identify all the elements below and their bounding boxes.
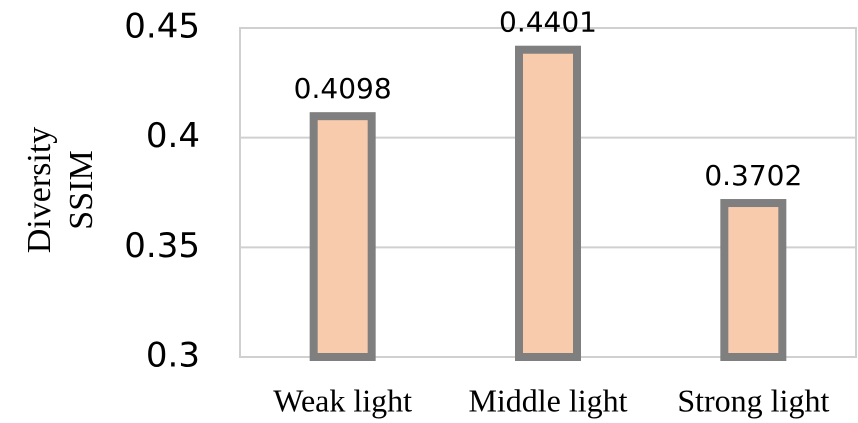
y-tick-label: 0.4 bbox=[146, 116, 200, 156]
x-tick-label: Strong light bbox=[677, 382, 829, 418]
bar bbox=[720, 199, 787, 361]
y-tick-label: 0.35 bbox=[124, 226, 200, 266]
bar bbox=[515, 45, 581, 362]
x-tick-label: Weak light bbox=[273, 382, 412, 418]
x-tick-label: Middle light bbox=[468, 382, 627, 418]
y-axis-label-line: Diversity bbox=[21, 127, 58, 254]
y-axis-label: Diversity SSIM bbox=[21, 127, 100, 254]
y-tick-label: 0.45 bbox=[124, 7, 200, 47]
y-axis-label-line: SSIM bbox=[63, 150, 100, 229]
y-tick-label: 0.3 bbox=[146, 336, 200, 376]
value-label: 0.3702 bbox=[704, 159, 802, 192]
bar bbox=[309, 112, 376, 361]
value-label: 0.4401 bbox=[499, 6, 597, 39]
value-label: 0.4098 bbox=[294, 72, 392, 105]
